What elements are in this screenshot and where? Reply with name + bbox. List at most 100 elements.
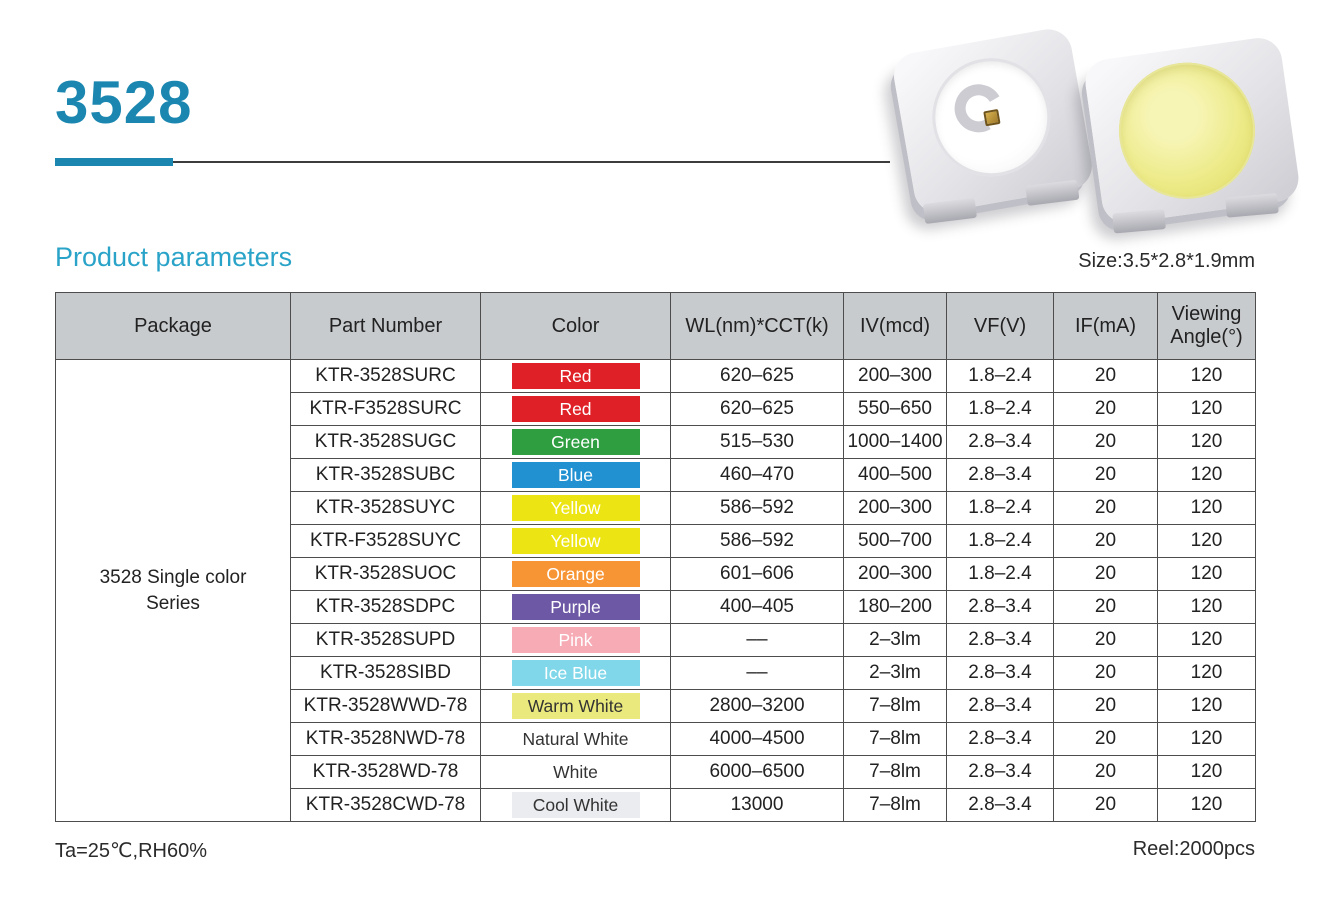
vf-cell: 2.8–3.4 (946, 755, 1054, 789)
wl-cct-cell: 400–405 (670, 590, 844, 624)
viewing-angle-cell: 120 (1157, 656, 1256, 690)
part-number-cell: KTR-3528SURC (290, 359, 481, 393)
color-cell: White (480, 755, 671, 789)
color-swatch: Red (511, 363, 640, 389)
vf-cell: 1.8–2.4 (946, 524, 1054, 558)
iv-cell: 400–500 (843, 458, 947, 492)
table-row: KTR-3528CWD-78 Cool White 13000 7–8lm 2.… (56, 788, 1256, 822)
iv-cell: 200–300 (843, 359, 947, 393)
viewing-angle-cell: 120 (1157, 425, 1256, 459)
color-swatch: White (553, 762, 598, 782)
title-underline-line (173, 161, 890, 163)
wl-cct-cell: 6000–6500 (670, 755, 844, 789)
color-cell: Red (480, 392, 671, 426)
color-swatch: Red (511, 396, 640, 422)
led-package-photo-open (890, 25, 1096, 224)
iv-cell: 7–8lm (843, 689, 947, 723)
if-cell: 20 (1053, 722, 1158, 756)
vf-cell: 1.8–2.4 (946, 359, 1054, 393)
viewing-angle-cell: 120 (1157, 788, 1256, 822)
color-swatch: Purple (511, 594, 640, 620)
viewing-angle-cell: 120 (1157, 359, 1256, 393)
iv-cell: 1000–1400 (843, 425, 947, 459)
part-number-cell: KTR-3528WWD-78 (290, 689, 481, 723)
color-cell: Blue (480, 458, 671, 492)
iv-cell: 2–3lm (843, 623, 947, 657)
led-lead (1112, 209, 1166, 234)
iv-cell: 180–200 (843, 590, 947, 624)
title-underline-accent (55, 158, 173, 166)
iv-cell: 7–8lm (843, 755, 947, 789)
viewing-angle-cell: 120 (1157, 491, 1256, 525)
vf-cell: 2.8–3.4 (946, 623, 1054, 657)
section-heading: Product parameters (55, 242, 293, 272)
color-swatch: Green (511, 429, 640, 455)
vf-cell: 2.8–3.4 (946, 788, 1054, 822)
color-cell: Ice Blue (480, 656, 671, 690)
part-number-cell: KTR-3528SUOC (290, 557, 481, 591)
color-swatch: Cool White (511, 792, 640, 818)
if-cell: 20 (1053, 623, 1158, 657)
table-row: KTR-3528SDPC Purple 400–405 180–200 2.8–… (56, 590, 1256, 624)
wl-cct-cell: –– (670, 656, 844, 690)
if-cell: 20 (1053, 392, 1158, 426)
viewing-angle-cell: 120 (1157, 392, 1256, 426)
size-label: Size:3.5*2.8*1.9mm (1078, 250, 1255, 272)
package-series-line2: Series (146, 592, 200, 614)
wl-cct-cell: 13000 (670, 788, 844, 822)
vf-cell: 1.8–2.4 (946, 491, 1054, 525)
table-row: KTR-3528NWD-78 Natural White 4000–4500 7… (56, 722, 1256, 756)
iv-cell: 550–650 (843, 392, 947, 426)
vf-cell: 2.8–3.4 (946, 722, 1054, 756)
part-number-cell: KTR-3528SUBC (290, 458, 481, 492)
viewing-angle-cell: 120 (1157, 458, 1256, 492)
viewing-angle-cell: 120 (1157, 557, 1256, 591)
col-header-wl-cct: WL(nm)*CCT(k) (670, 292, 844, 360)
if-cell: 20 (1053, 656, 1158, 690)
color-cell: Yellow (480, 524, 671, 558)
title-underline (55, 158, 890, 166)
if-cell: 20 (1053, 491, 1158, 525)
if-cell: 20 (1053, 590, 1158, 624)
part-number-cell: KTR-3528SIBD (290, 656, 481, 690)
viewing-angle-cell: 120 (1157, 590, 1256, 624)
table-row: KTR-F3528SURC Red 620–625 550–650 1.8–2.… (56, 392, 1256, 426)
viewing-angle-cell: 120 (1157, 689, 1256, 723)
col-header-iv: IV(mcd) (843, 292, 947, 360)
color-swatch: Yellow (511, 528, 640, 554)
if-cell: 20 (1053, 557, 1158, 591)
if-cell: 20 (1053, 524, 1158, 558)
viewing-angle-cell: 120 (1157, 623, 1256, 657)
wl-cct-cell: 460–470 (670, 458, 844, 492)
part-number-cell: KTR-F3528SURC (290, 392, 481, 426)
col-header-part-number: Part Number (290, 292, 481, 360)
iv-cell: 200–300 (843, 557, 947, 591)
part-number-cell: KTR-3528SDPC (290, 590, 481, 624)
vf-cell: 1.8–2.4 (946, 557, 1054, 591)
table-row: KTR-F3528SUYC Yellow 586–592 500–700 1.8… (56, 524, 1256, 558)
test-conditions-label: Ta=25℃,RH60% (55, 840, 207, 862)
iv-cell: 500–700 (843, 524, 947, 558)
wl-cct-cell: 601–606 (670, 557, 844, 591)
part-number-cell: KTR-3528SUYC (290, 491, 481, 525)
iv-cell: 200–300 (843, 491, 947, 525)
table-row: 3528 Single color Series KTR-3528SURC Re… (55, 359, 1256, 822)
color-swatch: Warm White (511, 693, 640, 719)
table-row: KTR-3528SUGC Green 515–530 1000–1400 2.8… (56, 425, 1256, 459)
color-cell: Natural White (480, 722, 671, 756)
part-number-cell: KTR-F3528SUYC (290, 524, 481, 558)
iv-cell: 7–8lm (843, 722, 947, 756)
vf-cell: 1.8–2.4 (946, 392, 1054, 426)
iv-cell: 7–8lm (843, 788, 947, 822)
part-number-cell: KTR-3528CWD-78 (290, 788, 481, 822)
col-header-color: Color (480, 292, 671, 360)
table-row: KTR-3528SUOC Orange 601–606 200–300 1.8–… (56, 557, 1256, 591)
if-cell: 20 (1053, 458, 1158, 492)
vf-cell: 2.8–3.4 (946, 458, 1054, 492)
package-series-cell: 3528 Single color Series (55, 359, 291, 822)
vf-cell: 2.8–3.4 (946, 689, 1054, 723)
led-leadframe-ring (949, 78, 1008, 138)
wl-cct-cell: 515–530 (670, 425, 844, 459)
led-lead (1225, 193, 1279, 218)
